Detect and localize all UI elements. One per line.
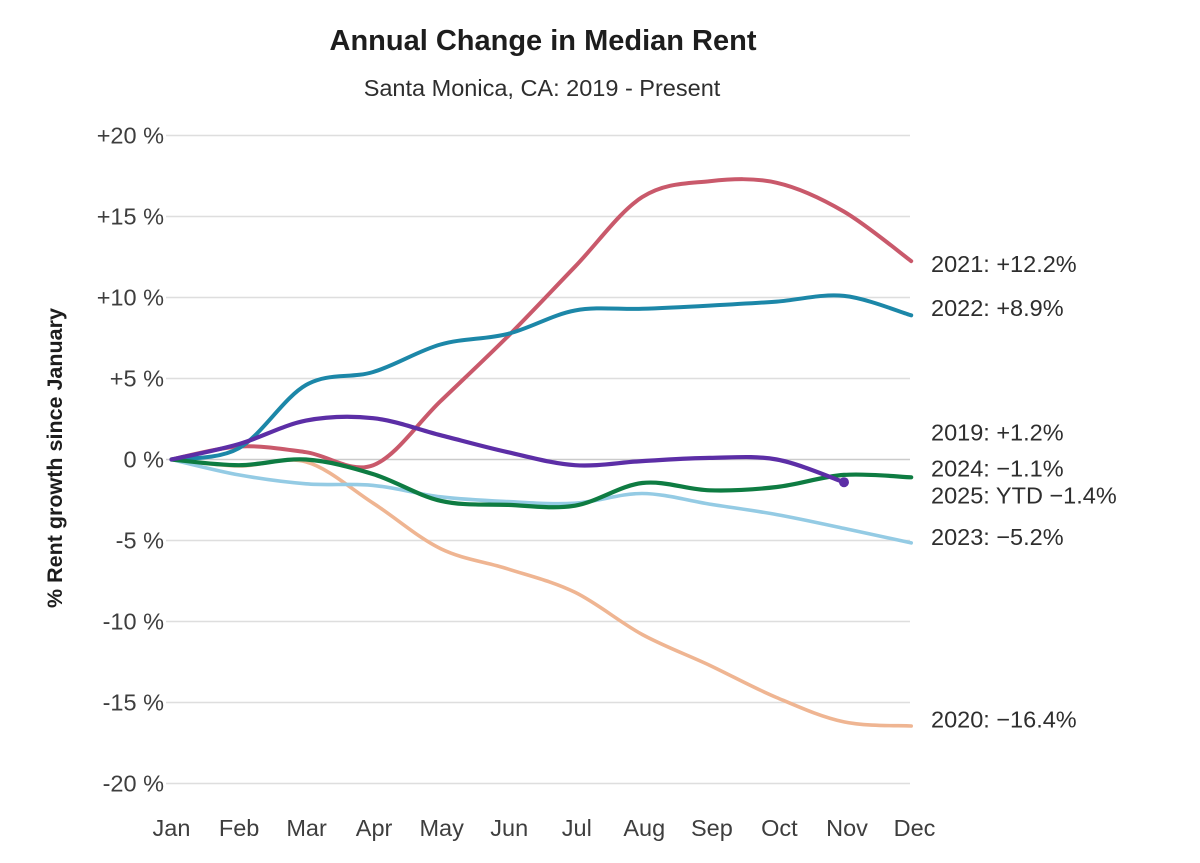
svg-text:2024: −1.1%: 2024: −1.1% xyxy=(931,456,1064,482)
svg-text:Sep: Sep xyxy=(691,815,733,841)
svg-text:-5 %: -5 % xyxy=(116,528,164,554)
svg-text:2023: −5.2%: 2023: −5.2% xyxy=(931,524,1064,550)
svg-text:2019: +1.2%: 2019: +1.2% xyxy=(931,420,1064,446)
svg-text:Santa Monica, CA: 2019 - Prese: Santa Monica, CA: 2019 - Present xyxy=(364,75,721,101)
svg-text:Jul: Jul xyxy=(562,815,592,841)
svg-text:2022: +8.9%: 2022: +8.9% xyxy=(931,295,1064,321)
svg-text:Dec: Dec xyxy=(894,815,936,841)
svg-text:+10 %: +10 % xyxy=(97,285,164,311)
svg-text:+15 %: +15 % xyxy=(97,204,164,230)
svg-text:Mar: Mar xyxy=(286,815,327,841)
svg-text:Feb: Feb xyxy=(219,815,260,841)
svg-text:0 %: 0 % xyxy=(124,447,165,473)
svg-text:-15 %: -15 % xyxy=(103,690,164,716)
svg-text:2020: −16.4%: 2020: −16.4% xyxy=(931,707,1077,733)
svg-text:+5 %: +5 % xyxy=(110,366,164,392)
svg-text:% Rent growth since January: % Rent growth since January xyxy=(43,308,67,608)
svg-text:Apr: Apr xyxy=(356,815,393,841)
svg-text:Aug: Aug xyxy=(623,815,665,841)
svg-text:Oct: Oct xyxy=(761,815,798,841)
svg-text:Annual Change in Median Rent: Annual Change in Median Rent xyxy=(330,25,757,57)
svg-text:2021: +12.2%: 2021: +12.2% xyxy=(931,251,1077,277)
svg-text:-10 %: -10 % xyxy=(103,609,164,635)
svg-text:Jan: Jan xyxy=(153,815,191,841)
svg-text:Jun: Jun xyxy=(490,815,528,841)
svg-text:-20 %: -20 % xyxy=(103,771,164,797)
svg-text:2025: YTD −1.4%: 2025: YTD −1.4% xyxy=(931,483,1117,509)
svg-text:+20 %: +20 % xyxy=(97,123,164,149)
svg-text:May: May xyxy=(419,815,464,841)
svg-text:Nov: Nov xyxy=(826,815,868,841)
